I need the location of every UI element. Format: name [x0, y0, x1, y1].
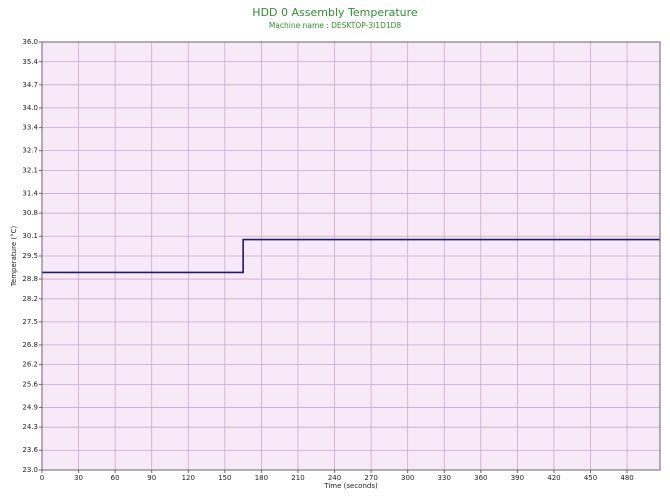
- y-tick-label: 29.5: [22, 252, 38, 260]
- x-tick-label: 60: [111, 474, 120, 482]
- y-tick-label: 25.6: [22, 380, 38, 388]
- x-tick-label: 300: [401, 474, 414, 482]
- y-tick-label: 34.7: [22, 81, 38, 89]
- x-tick-label: 360: [474, 474, 487, 482]
- y-axis-label: Temperature (°C): [10, 226, 18, 288]
- y-tick-label: 33.4: [22, 124, 38, 132]
- x-tick-label: 390: [511, 474, 524, 482]
- x-tick-label: 150: [218, 474, 231, 482]
- x-tick-label: 210: [291, 474, 304, 482]
- y-tick-label: 34.0: [22, 104, 38, 112]
- x-tick-label: 420: [547, 474, 560, 482]
- plot-frame: [41, 41, 661, 471]
- y-tick-label: 30.8: [22, 209, 38, 217]
- y-tick-label: 35.4: [22, 58, 38, 66]
- y-tick-label: 36.0: [22, 38, 38, 46]
- x-axis-label: Time (seconds): [323, 482, 378, 490]
- chart-title: HDD 0 Assembly Temperature: [252, 6, 418, 19]
- x-tick-label: 270: [364, 474, 377, 482]
- y-tick-label: 26.2: [22, 361, 38, 369]
- x-tick-label: 0: [40, 474, 44, 482]
- data-line: [42, 238, 660, 274]
- y-tick-label: 23.0: [22, 466, 38, 474]
- y-tick-label: 23.6: [22, 446, 38, 454]
- y-tick-label: 24.9: [22, 403, 38, 411]
- y-tick-label: 28.2: [22, 295, 38, 303]
- x-tick-label: 90: [147, 474, 156, 482]
- y-tick-label: 32.7: [22, 147, 38, 155]
- x-tick-label: 480: [620, 474, 633, 482]
- y-tick-label: 24.3: [22, 423, 38, 431]
- y-tick-label: 27.5: [22, 318, 38, 326]
- y-tick-label: 28.8: [22, 275, 38, 283]
- y-tick-label: 26.8: [22, 341, 38, 349]
- x-tick-label: 330: [438, 474, 451, 482]
- x-tick-label: 120: [182, 474, 195, 482]
- x-tick-label: 180: [255, 474, 268, 482]
- chart-subtitle: Machine name : DESKTOP-3I1D1D8: [269, 21, 402, 30]
- x-tick-label: 450: [584, 474, 597, 482]
- x-tick-label: 240: [328, 474, 341, 482]
- x-tick-label: 30: [74, 474, 83, 482]
- y-tick-label: 32.1: [22, 166, 38, 174]
- y-tick-label: 31.4: [22, 189, 38, 197]
- y-tick-label: 30.1: [22, 232, 38, 240]
